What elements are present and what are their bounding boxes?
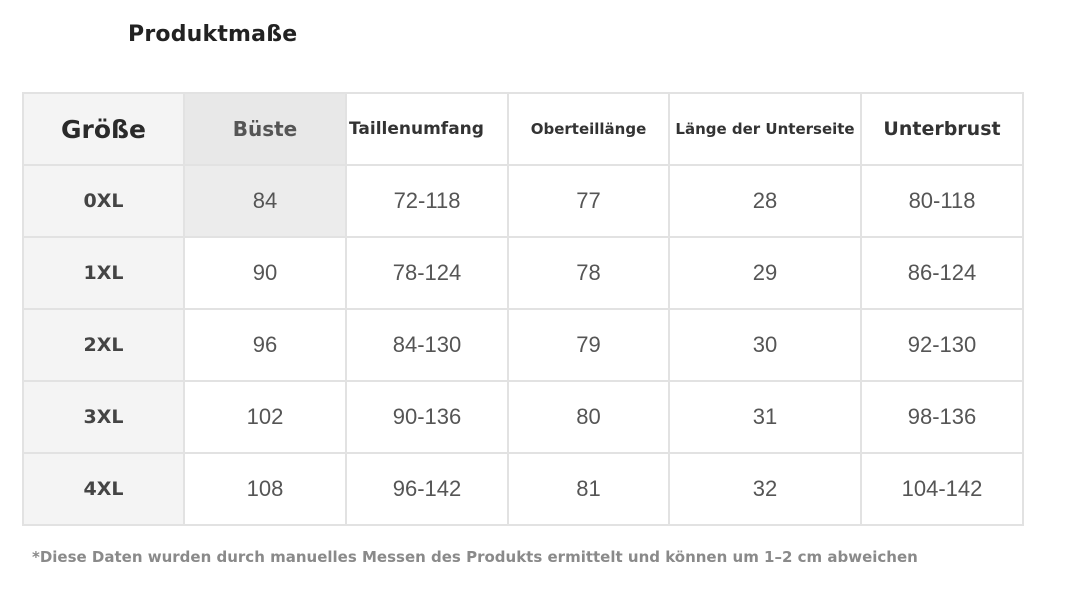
waist-cell: 72-118 <box>345 164 509 238</box>
waist-cell: 96-142 <box>345 452 509 526</box>
column-header-bust: Büste <box>183 92 347 166</box>
underbust-cell: 98-136 <box>860 380 1024 454</box>
column-header-waist: Taillenumfang <box>345 92 509 166</box>
column-header-underbust: Unterbrust <box>860 92 1024 166</box>
size-cell: 4XL <box>22 452 185 526</box>
measurement-footnote: *Diese Daten wurden durch manuelles Mess… <box>32 548 918 566</box>
top-length-cell: 80 <box>507 380 670 454</box>
bottom-length-cell: 31 <box>668 380 862 454</box>
bust-cell: 108 <box>183 452 347 526</box>
page-title: Produktmaße <box>128 22 298 47</box>
underbust-cell: 86-124 <box>860 236 1024 310</box>
table-row: 2XL 96 84-130 79 30 92-130 <box>22 308 1024 382</box>
bottom-length-cell: 30 <box>668 308 862 382</box>
size-chart-table: Größe Büste Taillenumfang Oberteillänge … <box>22 92 1024 526</box>
top-length-cell: 78 <box>507 236 670 310</box>
waist-cell: 90-136 <box>345 380 509 454</box>
bottom-length-cell: 32 <box>668 452 862 526</box>
column-header-size: Größe <box>22 92 185 166</box>
bust-cell: 102 <box>183 380 347 454</box>
waist-cell: 84-130 <box>345 308 509 382</box>
bust-cell: 84 <box>183 164 347 238</box>
size-cell: 2XL <box>22 308 185 382</box>
size-cell: 0XL <box>22 164 185 238</box>
column-header-bottom-length: Länge der Unterseite <box>668 92 862 166</box>
bottom-length-cell: 28 <box>668 164 862 238</box>
underbust-cell: 104-142 <box>860 452 1024 526</box>
top-length-cell: 81 <box>507 452 670 526</box>
top-length-cell: 79 <box>507 308 670 382</box>
top-length-cell: 77 <box>507 164 670 238</box>
size-cell: 1XL <box>22 236 185 310</box>
table-header-row: Größe Büste Taillenumfang Oberteillänge … <box>22 92 1024 166</box>
table-row: 1XL 90 78-124 78 29 86-124 <box>22 236 1024 310</box>
underbust-cell: 92-130 <box>860 308 1024 382</box>
size-cell: 3XL <box>22 380 185 454</box>
bust-cell: 96 <box>183 308 347 382</box>
table-row: 4XL 108 96-142 81 32 104-142 <box>22 452 1024 526</box>
column-header-top-length: Oberteillänge <box>507 92 670 166</box>
bust-cell: 90 <box>183 236 347 310</box>
waist-cell: 78-124 <box>345 236 509 310</box>
underbust-cell: 80-118 <box>860 164 1024 238</box>
table-row: 0XL 84 72-118 77 28 80-118 <box>22 164 1024 238</box>
table-row: 3XL 102 90-136 80 31 98-136 <box>22 380 1024 454</box>
bottom-length-cell: 29 <box>668 236 862 310</box>
